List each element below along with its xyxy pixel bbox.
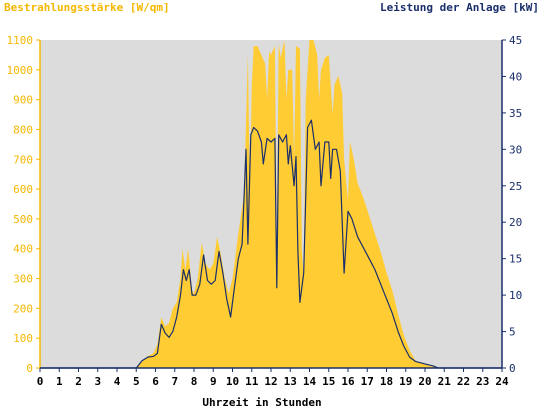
- irradiance-area: [40, 40, 502, 368]
- x-tick-label: 9: [210, 375, 217, 388]
- power-line: [40, 119, 502, 369]
- x-tick-label: 13: [284, 375, 297, 388]
- left-tick-label: 700: [13, 153, 33, 166]
- right-tick-label: 25: [509, 180, 522, 193]
- x-tick-label: 12: [264, 375, 277, 388]
- left-tick-label: 900: [13, 94, 33, 107]
- power-line-layer: [40, 119, 502, 369]
- left-tick-label: 1000: [7, 64, 34, 77]
- x-tick-label: 24: [495, 375, 509, 388]
- x-tick-label: 21: [438, 375, 452, 388]
- x-tick-label: 18: [380, 375, 393, 388]
- x-tick-label: 16: [341, 375, 355, 388]
- right-tick-label: 5: [509, 326, 516, 339]
- right-axis-title: Leistung der Anlage [kW]: [380, 1, 539, 14]
- right-tick-label: 35: [509, 107, 522, 120]
- right-tick-label: 45: [509, 34, 522, 47]
- x-axis-label: Uhrzeit in Stunden: [202, 396, 321, 408]
- x-tick-label: 3: [94, 375, 101, 388]
- x-tick-label: 0: [37, 375, 44, 388]
- right-tick-label: 10: [509, 289, 522, 302]
- left-tick-label: 300: [13, 273, 33, 286]
- left-tick-label: 100: [13, 332, 33, 345]
- x-tick-label: 7: [171, 375, 178, 388]
- left-tick-label: 800: [13, 123, 33, 136]
- left-axis-title: Bestrahlungsstärke [W/qm]: [4, 1, 170, 14]
- left-tick-label: 0: [26, 362, 33, 375]
- x-tick-label: 23: [476, 375, 489, 388]
- x-tick-label: 8: [191, 375, 198, 388]
- right-tick-label: 40: [509, 70, 522, 83]
- x-tick-label: 1: [56, 375, 63, 388]
- x-tick-label: 17: [361, 375, 374, 388]
- right-tick-label: 0: [509, 362, 516, 375]
- left-tick-label: 500: [13, 213, 33, 226]
- x-tick-label: 14: [303, 375, 317, 388]
- x-tick-label: 6: [152, 375, 159, 388]
- right-tick-label: 30: [509, 143, 522, 156]
- x-tick-label: 19: [399, 375, 412, 388]
- right-tick-label: 20: [509, 216, 522, 229]
- left-tick-label: 400: [13, 243, 33, 256]
- left-tick-label: 200: [13, 302, 33, 315]
- x-tick-label: 4: [114, 375, 121, 388]
- x-tick-label: 10: [226, 375, 239, 388]
- left-tick-label: 1100: [7, 34, 34, 47]
- axes-layer: 0100200300400500600700800900100011000510…: [7, 34, 523, 388]
- x-tick-label: 20: [418, 375, 431, 388]
- x-tick-label: 15: [322, 375, 335, 388]
- x-tick-label: 2: [75, 375, 82, 388]
- right-tick-label: 15: [509, 253, 522, 266]
- x-tick-label: 5: [133, 375, 140, 388]
- left-tick-label: 600: [13, 183, 33, 196]
- x-tick-label: 11: [245, 375, 259, 388]
- x-tick-label: 22: [457, 375, 470, 388]
- irradiance-area-layer: [40, 40, 502, 368]
